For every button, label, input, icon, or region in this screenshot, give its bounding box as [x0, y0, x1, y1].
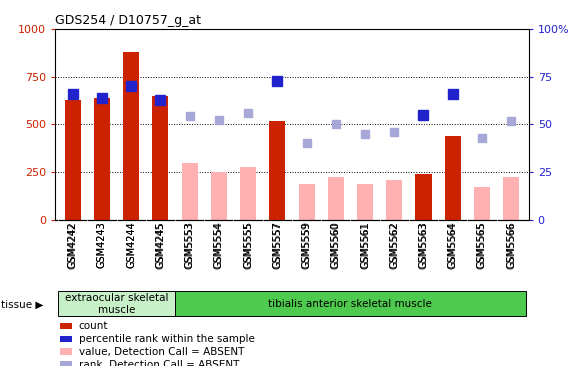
- Bar: [58, 291, 175, 316]
- Bar: [474, 187, 490, 220]
- Text: GSM5554: GSM5554: [214, 222, 224, 269]
- Bar: [175, 291, 526, 316]
- Text: GSM5563: GSM5563: [418, 222, 428, 269]
- Text: GSM5562: GSM5562: [389, 221, 399, 268]
- Bar: [328, 177, 344, 220]
- Text: GSM4244: GSM4244: [126, 221, 136, 268]
- Text: GSM5555: GSM5555: [243, 221, 253, 268]
- Text: GSM5566: GSM5566: [506, 222, 516, 269]
- Text: tibialis anterior skeletal muscle: tibialis anterior skeletal muscle: [268, 299, 432, 309]
- Text: count: count: [79, 321, 109, 331]
- Text: GSM5559: GSM5559: [302, 221, 311, 268]
- Bar: [415, 174, 432, 220]
- Bar: [240, 167, 256, 220]
- Bar: [60, 348, 72, 355]
- Bar: [386, 180, 402, 220]
- Text: GSM5553: GSM5553: [185, 222, 195, 269]
- Text: GSM5561: GSM5561: [360, 221, 370, 268]
- Bar: [60, 323, 72, 329]
- Text: GSM5554: GSM5554: [214, 221, 224, 268]
- Bar: [182, 163, 198, 220]
- Text: GSM4242: GSM4242: [68, 221, 78, 268]
- Text: rank, Detection Call = ABSENT: rank, Detection Call = ABSENT: [79, 359, 239, 366]
- Text: GSM5557: GSM5557: [272, 221, 282, 268]
- Text: GSM5555: GSM5555: [243, 222, 253, 269]
- Bar: [299, 184, 314, 220]
- Text: value, Detection Call = ABSENT: value, Detection Call = ABSENT: [79, 347, 244, 357]
- Text: GSM4243: GSM4243: [97, 222, 107, 269]
- Text: GSM5562: GSM5562: [389, 222, 399, 269]
- Text: GSM5553: GSM5553: [185, 221, 195, 268]
- Bar: [94, 98, 110, 220]
- Bar: [123, 52, 139, 220]
- Text: GSM4245: GSM4245: [156, 222, 166, 269]
- Text: GSM4243: GSM4243: [97, 221, 107, 268]
- Text: percentile rank within the sample: percentile rank within the sample: [79, 334, 254, 344]
- Text: GSM5564: GSM5564: [448, 221, 458, 268]
- Text: GSM5566: GSM5566: [506, 221, 516, 268]
- Text: GSM5563: GSM5563: [418, 221, 428, 268]
- Text: GSM5560: GSM5560: [331, 221, 341, 268]
- Text: GSM5559: GSM5559: [302, 222, 311, 269]
- Text: GSM5561: GSM5561: [360, 222, 370, 269]
- Text: GSM4244: GSM4244: [126, 222, 136, 269]
- Bar: [211, 172, 227, 220]
- Bar: [152, 96, 168, 220]
- Text: GSM5565: GSM5565: [477, 222, 487, 269]
- Text: GSM5560: GSM5560: [331, 222, 341, 269]
- Text: extraocular skeletal
muscle: extraocular skeletal muscle: [65, 293, 168, 315]
- Text: tissue ▶: tissue ▶: [1, 299, 44, 310]
- Text: GSM5557: GSM5557: [272, 222, 282, 269]
- Bar: [357, 184, 373, 220]
- Text: GSM4245: GSM4245: [156, 221, 166, 268]
- Bar: [60, 336, 72, 342]
- Text: GSM4242: GSM4242: [68, 222, 78, 269]
- Text: GSM5565: GSM5565: [477, 221, 487, 268]
- Bar: [444, 136, 461, 220]
- Bar: [270, 121, 285, 220]
- Bar: [60, 361, 72, 366]
- Text: GDS254 / D10757_g_at: GDS254 / D10757_g_at: [55, 14, 201, 27]
- Text: GSM5564: GSM5564: [448, 222, 458, 269]
- Bar: [503, 177, 519, 220]
- Bar: [64, 100, 81, 220]
